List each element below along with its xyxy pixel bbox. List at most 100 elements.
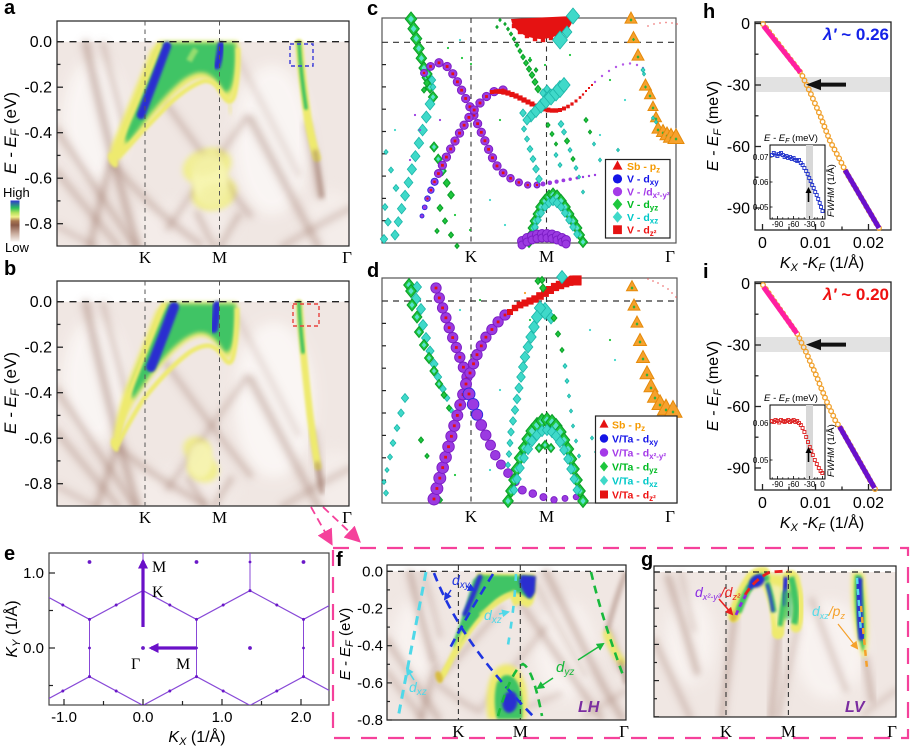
svg-text:M: M [513, 722, 528, 741]
svg-text:-60: -60 [788, 480, 800, 489]
svg-text:KX -KF (1/Å): KX -KF (1/Å) [780, 513, 864, 534]
svg-text:-60: -60 [788, 220, 800, 229]
svg-text:FWHM: FWHM [826, 447, 837, 477]
svg-text:dxz/pz: dxz/pz [812, 603, 845, 621]
svg-text:-90: -90 [727, 461, 750, 478]
svg-text:FWHM (1/Å): FWHM (1/Å) [826, 424, 837, 477]
svg-text:LV: LV [845, 699, 866, 716]
svg-text:-90: -90 [772, 480, 784, 489]
svg-text:0: 0 [820, 480, 825, 489]
svg-text:Γ: Γ [665, 247, 675, 266]
svg-text:0.06: 0.06 [753, 419, 769, 428]
svg-text:λ' ~ 0.20: λ' ~ 0.20 [822, 285, 889, 304]
svg-text:M: M [539, 247, 554, 266]
svg-text:-1.0: -1.0 [51, 709, 77, 726]
svg-text:-0.6: -0.6 [24, 431, 52, 448]
svg-text:K: K [720, 722, 733, 741]
svg-text:M: M [176, 656, 190, 673]
svg-text:-0.2: -0.2 [24, 80, 52, 97]
svg-text:K: K [465, 507, 478, 526]
svg-text:V - dz²: V - dz² [627, 225, 657, 239]
svg-text:0: 0 [741, 276, 750, 293]
svg-text:K: K [452, 722, 465, 741]
svg-text:0.07: 0.07 [753, 153, 769, 162]
svg-text:-0.4: -0.4 [24, 125, 52, 142]
svg-text:K: K [152, 584, 164, 601]
svg-text:-0.8: -0.8 [24, 216, 52, 233]
svg-text:M: M [212, 508, 227, 527]
svg-text:Γ: Γ [342, 508, 352, 527]
svg-text:0: 0 [741, 16, 750, 33]
svg-text:KX -KF (1/Å): KX -KF (1/Å) [780, 253, 864, 274]
svg-text:0.0: 0.0 [362, 563, 383, 580]
svg-text:E - EF (meV): E - EF (meV) [705, 81, 724, 171]
svg-text:E - EF (meV): E - EF (meV) [764, 393, 818, 405]
svg-text:V/Ta - dxy: V/Ta - dxy [612, 433, 659, 447]
svg-text:0.0: 0.0 [30, 34, 52, 51]
svg-text:E - EF (eV): E - EF (eV) [1, 92, 22, 174]
svg-text:K: K [465, 247, 478, 266]
svg-text:0.06: 0.06 [753, 178, 769, 187]
svg-text:h: h [703, 1, 715, 23]
svg-text:0.01: 0.01 [800, 235, 831, 252]
svg-text:Low: Low [5, 240, 29, 255]
svg-text:f: f [336, 549, 343, 571]
svg-text:Γ: Γ [619, 722, 629, 741]
svg-text:E - EF (eV): E - EF (eV) [337, 608, 356, 681]
svg-text:E - EF (meV): E - EF (meV) [764, 133, 818, 145]
svg-text:-0.6: -0.6 [24, 171, 52, 188]
svg-text:-60: -60 [727, 399, 750, 416]
svg-text:Γ: Γ [887, 722, 897, 741]
svg-text:d: d [367, 260, 379, 282]
svg-text:Γ: Γ [665, 507, 675, 526]
svg-text:-90: -90 [727, 201, 750, 218]
svg-text:1.0: 1.0 [212, 709, 233, 726]
svg-text:E - EF (meV): E - EF (meV) [705, 341, 724, 431]
svg-text:e: e [4, 543, 15, 565]
svg-text:Γ: Γ [342, 248, 352, 267]
svg-text:g: g [641, 549, 653, 571]
svg-text:V/Ta - dyz: V/Ta - dyz [612, 461, 658, 475]
svg-text:-0.6: -0.6 [357, 675, 383, 692]
svg-text:-60: -60 [727, 139, 750, 156]
svg-text:0.05: 0.05 [753, 203, 769, 212]
svg-text:i: i [703, 261, 709, 283]
svg-text:-0.8: -0.8 [24, 476, 52, 493]
svg-text:E - EF (eV): E - EF (eV) [1, 352, 22, 434]
svg-text:-0.8: -0.8 [357, 712, 383, 729]
svg-text:-0.4: -0.4 [24, 385, 52, 402]
svg-text:b: b [4, 258, 16, 280]
svg-text:FWHM: FWHM [826, 187, 837, 217]
svg-text:KY (1/Å): KY (1/Å) [2, 600, 23, 657]
svg-text:0.0: 0.0 [23, 640, 44, 657]
svg-text:M: M [539, 507, 554, 526]
svg-text:0.0: 0.0 [133, 709, 154, 726]
svg-text:High: High [3, 185, 30, 200]
svg-text:0.0: 0.0 [30, 294, 52, 311]
svg-text:-0.2: -0.2 [357, 601, 383, 618]
svg-text:KX (1/Å): KX (1/Å) [168, 727, 225, 748]
svg-text:FWHM (1/Å): FWHM (1/Å) [826, 164, 837, 217]
svg-text:0: 0 [758, 235, 767, 252]
svg-text:-30: -30 [804, 480, 816, 489]
svg-text:1.0: 1.0 [23, 565, 44, 582]
svg-text:M: M [152, 559, 166, 576]
svg-text:0.02: 0.02 [853, 235, 884, 252]
svg-text:V/Ta - dxz: V/Ta - dxz [612, 475, 658, 489]
svg-text:c: c [367, 0, 378, 20]
svg-text:-90: -90 [772, 220, 784, 229]
svg-text:λ' ~ 0.26: λ' ~ 0.26 [822, 25, 889, 44]
svg-text:0.02: 0.02 [853, 495, 884, 512]
svg-text:0: 0 [758, 495, 767, 512]
svg-text:M: M [781, 722, 796, 741]
svg-text:0.01: 0.01 [800, 495, 831, 512]
svg-text:K: K [139, 248, 152, 267]
svg-text:-30: -30 [727, 78, 750, 95]
svg-text:0: 0 [820, 220, 825, 229]
svg-text:LH: LH [578, 699, 600, 716]
svg-text:Sb - pz: Sb - pz [627, 161, 660, 175]
svg-text:-30: -30 [804, 220, 816, 229]
svg-text:V/Ta - dz²: V/Ta - dz² [612, 489, 656, 503]
svg-text:K: K [139, 508, 152, 527]
svg-text:-0.2: -0.2 [24, 340, 52, 357]
